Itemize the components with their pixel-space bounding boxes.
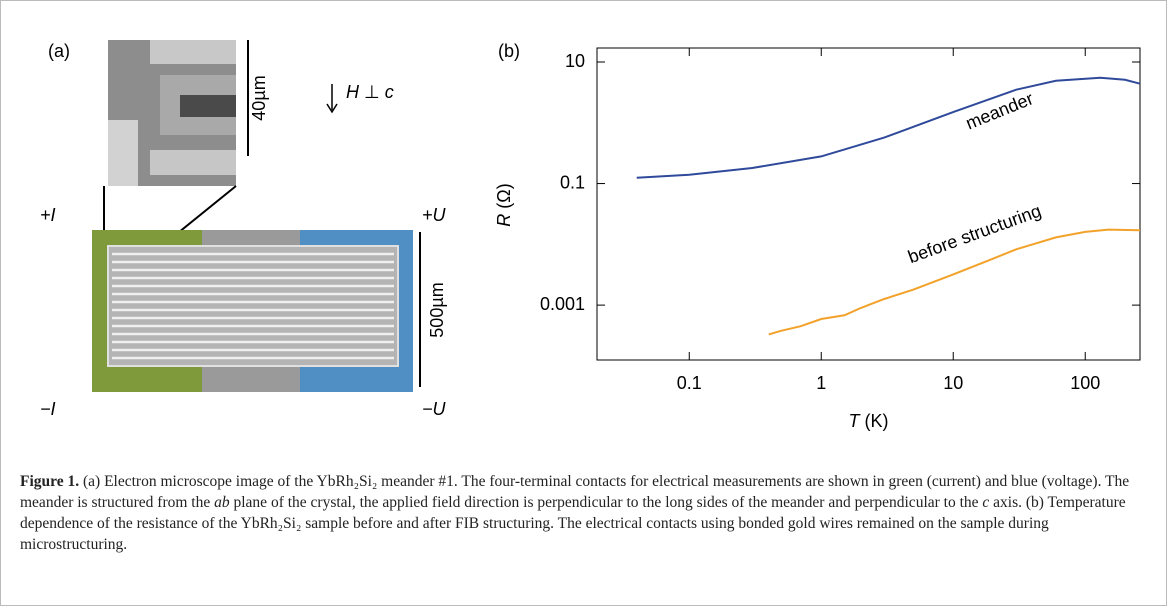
caption-text: c (982, 494, 990, 511)
scale-label: 500µm (427, 282, 447, 337)
terminal-label: −U (422, 399, 447, 419)
y-axis-title: R (Ω) (494, 183, 514, 226)
panel-a: (a) 40µm H ⊥ c 500µm +I −I +U −U (40, 40, 447, 419)
x-tick-label: 10 (943, 373, 963, 393)
plot-frame (596, 47, 1141, 361)
field-label: H ⊥ c (346, 82, 394, 102)
field-symbol: H (346, 82, 360, 102)
axis-unit: (Ω) (494, 183, 514, 208)
inset-texture (150, 40, 236, 64)
x-axis-title: T (K) (848, 411, 888, 431)
axis-unit: (K) (865, 411, 889, 431)
inset-texture (150, 150, 236, 175)
inset-texture (108, 120, 138, 186)
x-tick-label: 1 (816, 373, 826, 393)
caption-text: plane of the crystal, the applied field … (229, 494, 983, 511)
caption: Figure 1. (a) Electron microscope image … (20, 471, 1145, 555)
caption-label: Figure 1. (20, 473, 80, 490)
axis-symbol: R (494, 214, 514, 227)
terminal-label: +U (422, 205, 447, 225)
y-tick-label: 10 (565, 51, 585, 71)
caption-text: (a) Electron microscope image of the YbR… (20, 473, 1130, 511)
panel-label: (b) (498, 41, 520, 61)
axis-symbol: T (848, 411, 861, 431)
y-tick-label: 0.1 (560, 172, 585, 192)
series-line (768, 228, 1141, 336)
x-tick-label: 100 (1070, 373, 1100, 393)
caption-text: ab (214, 494, 230, 511)
series-label: before structuring (905, 200, 1043, 267)
meander (107, 245, 399, 367)
series-line (636, 76, 1141, 179)
y-tick-label: 0.001 (540, 294, 585, 314)
field-arrow (326, 103, 338, 114)
scale-label: 40µm (249, 75, 269, 120)
inset-texture (180, 95, 236, 117)
terminal-label: +I (40, 205, 56, 225)
caption-text: axis. (b) Temperature dependence of the … (20, 494, 1126, 553)
meander-lines (112, 252, 394, 360)
field-symbol: c (385, 82, 394, 102)
x-tick-label: 0.1 (677, 373, 702, 393)
panel-label: (a) (48, 41, 70, 61)
field-symbol: ⊥ (364, 82, 380, 102)
terminal-label: −I (40, 399, 56, 419)
